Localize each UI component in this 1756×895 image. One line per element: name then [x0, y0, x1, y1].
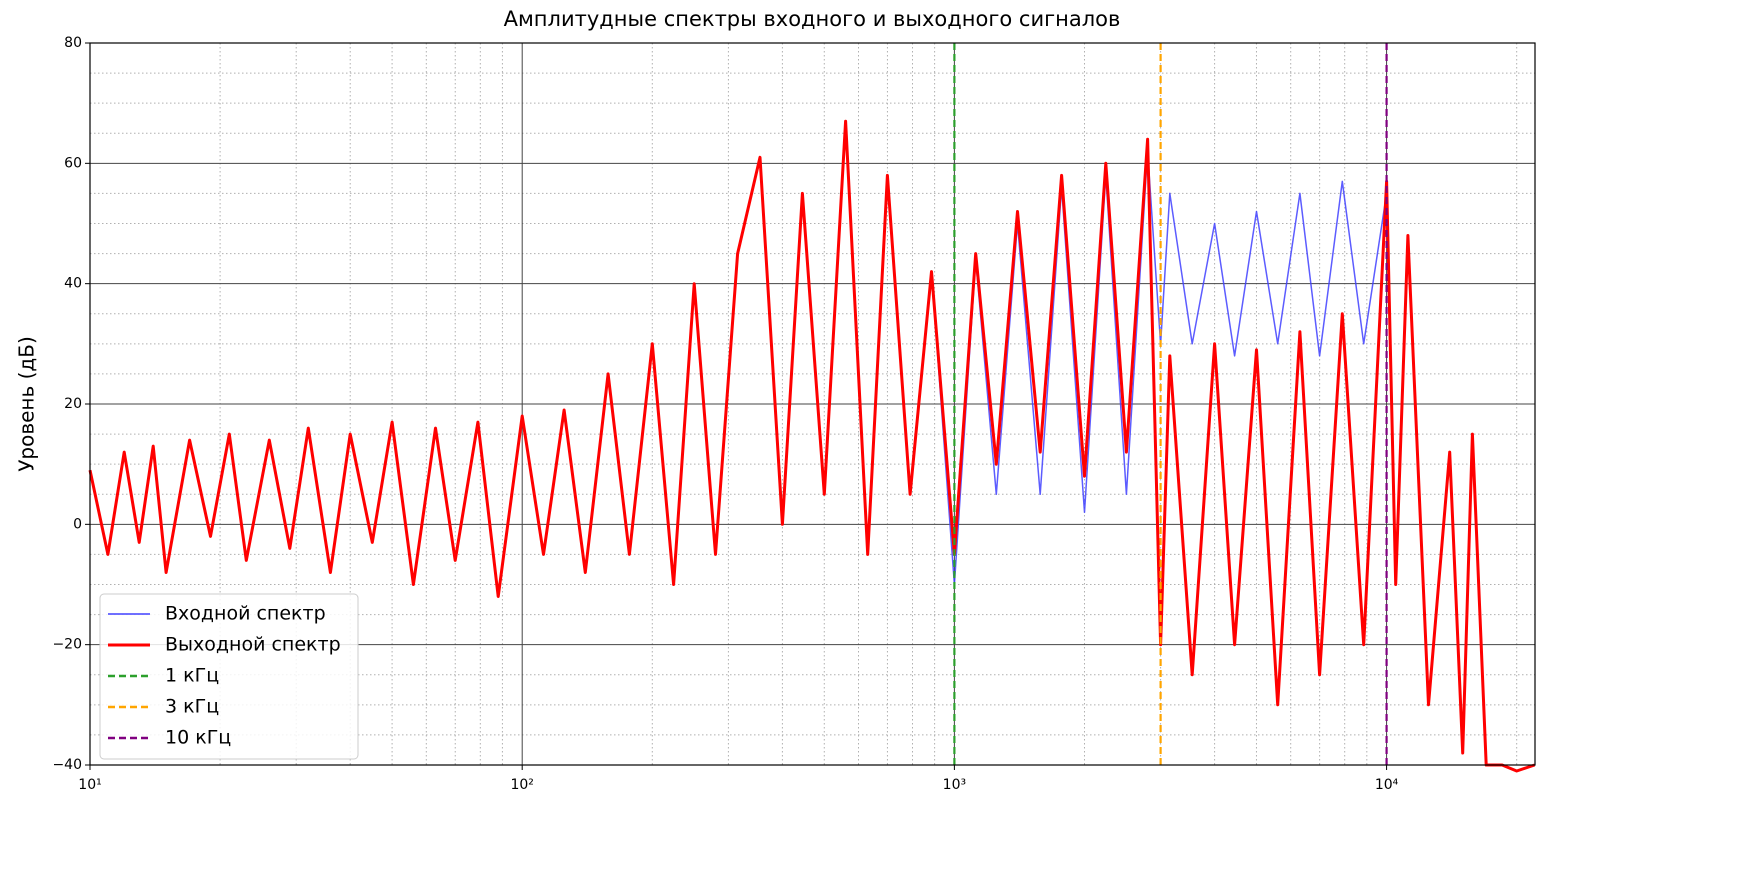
- y-tick-label: −20: [52, 637, 82, 653]
- y-tick-label: −40: [52, 757, 82, 773]
- plot-frame: [89, 42, 1536, 766]
- y-tick-label: 0: [73, 516, 82, 532]
- y-tick-label: 20: [64, 396, 82, 412]
- y-tick-label: 80: [64, 35, 82, 51]
- legend-box: [99, 593, 359, 760]
- x-tick-label: 10³: [943, 777, 966, 793]
- series-line: [88, 119, 1536, 773]
- y-axis-label: Уровень (дБ): [15, 336, 39, 472]
- y-tick-label: 40: [64, 276, 82, 292]
- y-tick-label: 60: [64, 155, 82, 171]
- x-tick-label: 10¹: [78, 777, 101, 793]
- x-tick-label: 10⁴: [1375, 777, 1399, 793]
- x-tick-label: 10²: [510, 777, 533, 793]
- chart-title: Амплитудные спектры входного и выходного…: [504, 7, 1121, 31]
- legend: Входной спектр Выходной спектр 1 кГц 3 кГц 1…: [99, 593, 359, 760]
- legend-label: 3 кГц: [165, 696, 219, 718]
- legend-label: Входной спектр: [165, 603, 326, 625]
- legend-label: 1 кГц: [165, 665, 219, 687]
- legend-label: 10 кГц: [165, 727, 231, 749]
- legend-label: Выходной спектр: [165, 634, 341, 656]
